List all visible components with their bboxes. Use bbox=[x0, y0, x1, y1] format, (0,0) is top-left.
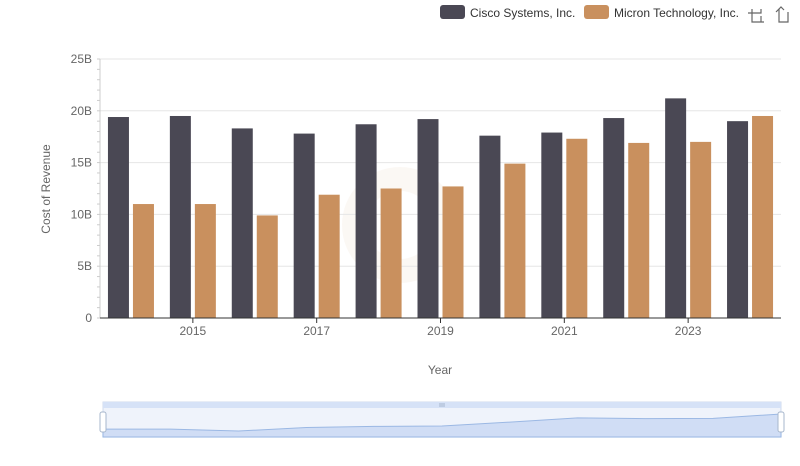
x-tick-label: 2015 bbox=[180, 324, 207, 338]
bar-cisco-2015[interactable] bbox=[169, 115, 191, 318]
zoom-select-icon[interactable] bbox=[748, 9, 764, 23]
y-tick-label: 20B bbox=[71, 104, 92, 118]
slider-selection[interactable] bbox=[103, 408, 781, 437]
bar-micron-2021[interactable] bbox=[566, 138, 588, 318]
y-axis: 0 5B 10B 15B 20B 25B bbox=[71, 52, 101, 325]
bar-micron-2019[interactable] bbox=[442, 186, 464, 318]
x-axis-title: Year bbox=[428, 363, 452, 377]
y-axis-title: Cost of Revenue bbox=[39, 144, 53, 234]
restore-icon[interactable] bbox=[775, 6, 789, 23]
bar-micron-2014[interactable] bbox=[132, 204, 154, 318]
x-tick-label: 2019 bbox=[427, 324, 454, 338]
bar-micron-2016[interactable] bbox=[256, 215, 278, 318]
data-zoom-slider[interactable] bbox=[99, 401, 785, 438]
bar-cisco-2018[interactable] bbox=[355, 124, 377, 318]
legend-swatch-micron bbox=[584, 5, 609, 19]
bar-micron-2023[interactable] bbox=[690, 141, 712, 318]
bar-cisco-2016[interactable] bbox=[231, 128, 253, 318]
legend: Cisco Systems, Inc. Micron Technology, I… bbox=[440, 5, 739, 20]
bar-cisco-2019[interactable] bbox=[417, 119, 439, 318]
y-tick-label: 15B bbox=[71, 156, 92, 170]
y-tick-label: 5B bbox=[77, 259, 92, 273]
bars bbox=[107, 98, 774, 319]
legend-swatch-cisco bbox=[440, 5, 465, 19]
legend-item-cisco[interactable]: Cisco Systems, Inc. bbox=[440, 5, 575, 20]
bar-cisco-2024[interactable] bbox=[727, 121, 749, 318]
legend-item-micron[interactable]: Micron Technology, Inc. bbox=[584, 5, 739, 20]
y-tick-label: 0 bbox=[85, 311, 92, 325]
bar-cisco-2020[interactable] bbox=[479, 135, 501, 318]
x-tick-label: 2021 bbox=[551, 324, 578, 338]
y-tick-label: 10B bbox=[71, 207, 92, 221]
slider-preview-area bbox=[102, 413, 782, 438]
bar-cisco-2021[interactable] bbox=[541, 132, 563, 318]
x-tick-label: 2023 bbox=[675, 324, 702, 338]
bar-cisco-2023[interactable] bbox=[665, 98, 687, 318]
x-tick-label: 2017 bbox=[303, 324, 330, 338]
bar-micron-2015[interactable] bbox=[194, 204, 216, 318]
slider-handle-left[interactable] bbox=[99, 411, 107, 433]
bar-micron-2018[interactable] bbox=[380, 188, 402, 319]
legend-label-micron: Micron Technology, Inc. bbox=[614, 6, 739, 20]
bar-micron-2020[interactable] bbox=[504, 163, 526, 318]
bar-cisco-2014[interactable] bbox=[107, 117, 129, 319]
y-tick-label: 25B bbox=[71, 52, 92, 66]
bar-cisco-2022[interactable] bbox=[603, 118, 625, 318]
slider-move-grip-icon[interactable] bbox=[439, 403, 445, 407]
bar-micron-2024[interactable] bbox=[752, 115, 774, 318]
bar-micron-2017[interactable] bbox=[318, 194, 340, 318]
bar-micron-2022[interactable] bbox=[628, 142, 650, 318]
x-axis: 2015 2017 2019 2021 2023 bbox=[100, 317, 781, 338]
bar-cisco-2017[interactable] bbox=[293, 133, 315, 318]
slider-handle-right[interactable] bbox=[777, 411, 785, 433]
legend-label-cisco: Cisco Systems, Inc. bbox=[470, 6, 575, 20]
